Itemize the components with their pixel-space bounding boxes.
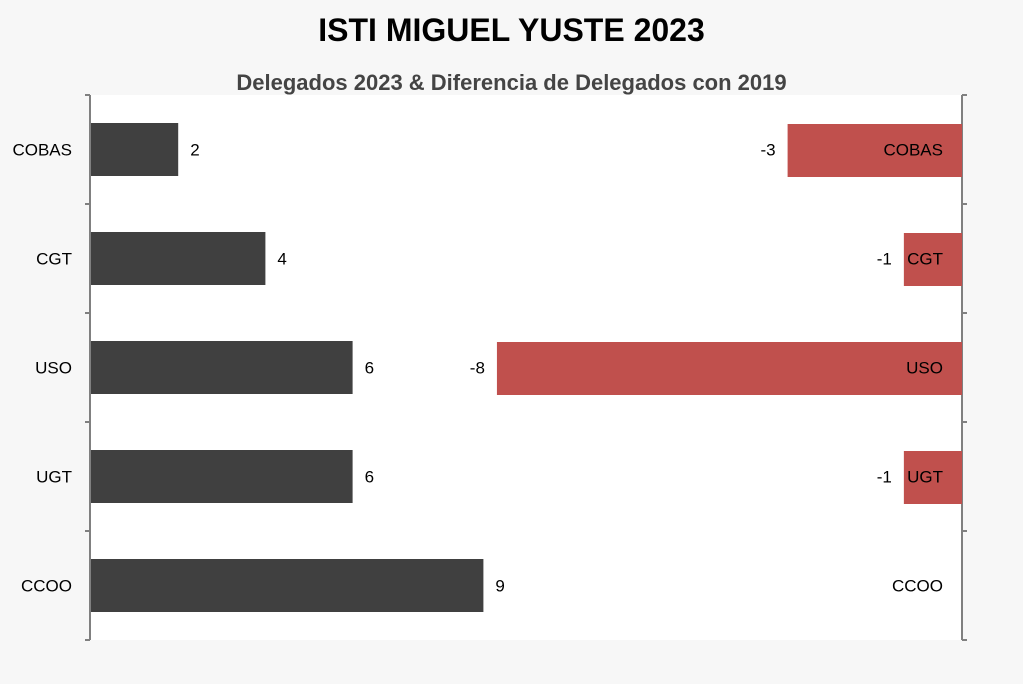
right-data-label: -1 [877, 468, 892, 487]
right-category-label: USO [906, 359, 943, 378]
left-category-label: CCOO [21, 577, 72, 596]
left-bar [91, 123, 179, 176]
chart-subtitle: Delegados 2023 & Diferencia de Delegados… [236, 70, 787, 95]
right-bar [903, 233, 962, 286]
right-bar [903, 451, 962, 504]
left-bar [91, 232, 266, 285]
left-bar [91, 341, 353, 394]
left-category-label: COBAS [12, 141, 72, 160]
right-category-label: COBAS [883, 141, 943, 160]
right-data-label: -1 [877, 250, 892, 269]
right-data-label: -8 [470, 359, 485, 378]
left-data-label: 9 [495, 577, 504, 596]
left-category-label: CGT [36, 250, 72, 269]
left-data-label: 2 [190, 141, 199, 160]
left-data-label: 6 [365, 468, 374, 487]
left-data-label: 4 [277, 250, 286, 269]
left-bar [91, 559, 484, 612]
chart-title: ISTI MIGUEL YUSTE 2023 [318, 12, 705, 48]
right-bar [787, 124, 962, 177]
right-bar [496, 342, 962, 395]
right-category-label: CGT [907, 250, 943, 269]
left-category-label: UGT [36, 468, 72, 487]
left-data-label: 6 [365, 359, 374, 378]
left-category-label: USO [35, 359, 72, 378]
left-bar [91, 450, 353, 503]
right-data-label: -3 [760, 141, 775, 160]
right-category-label: CCOO [892, 577, 943, 596]
right-category-label: UGT [907, 468, 943, 487]
